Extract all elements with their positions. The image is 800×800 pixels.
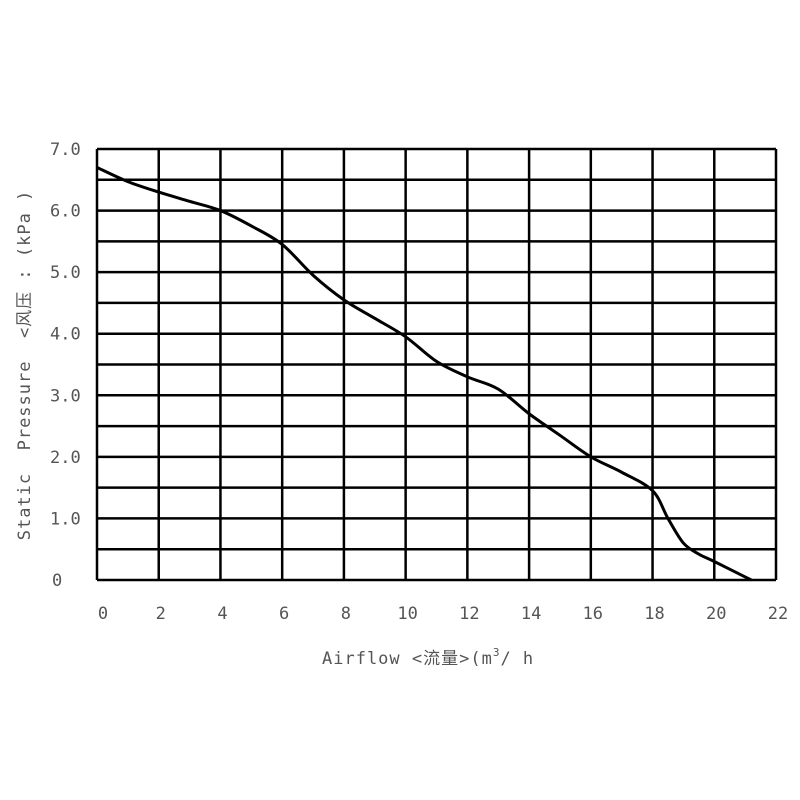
y-tick-label: 5.0 bbox=[50, 263, 81, 283]
x-tick-label: 8 bbox=[341, 604, 351, 624]
x-tick-label: 14 bbox=[521, 604, 541, 624]
x-tick-label: 12 bbox=[459, 604, 479, 624]
x-tick-label: 20 bbox=[706, 604, 726, 624]
y-tick-label: 7.0 bbox=[50, 140, 81, 160]
y-tick-label: 2.0 bbox=[50, 448, 81, 468]
x-tick-labels: 0 2 4 6 8 10 12 14 16 18 20 22 bbox=[98, 604, 788, 624]
y-tick-label: 0 bbox=[52, 571, 62, 591]
series-line bbox=[96, 166, 752, 582]
y-tick-label: 4.0 bbox=[50, 325, 81, 345]
x-tick-label: 22 bbox=[768, 604, 788, 624]
x-tick-label: 16 bbox=[583, 604, 603, 624]
x-axis-label: Airflow <流量>(m3/ h bbox=[322, 646, 534, 669]
y-tick-label: 6.0 bbox=[50, 202, 81, 222]
y-tick-label: 3.0 bbox=[50, 386, 81, 406]
x-tick-label: 4 bbox=[217, 604, 227, 624]
x-tick-label: 18 bbox=[644, 604, 664, 624]
x-tick-label: 6 bbox=[279, 604, 289, 624]
x-tick-label: 2 bbox=[156, 604, 166, 624]
y-tick-label: 1.0 bbox=[50, 509, 81, 529]
x-tick-label: 10 bbox=[397, 604, 417, 624]
y-axis-label: Static Pressure <风压 : (kPa ) bbox=[15, 190, 35, 541]
series-line-group bbox=[96, 166, 752, 582]
x-tick-label: 0 bbox=[98, 604, 108, 624]
y-tick-labels: 0 1.0 2.0 3.0 4.0 5.0 6.0 7.0 bbox=[50, 140, 81, 591]
grid bbox=[95, 147, 778, 582]
